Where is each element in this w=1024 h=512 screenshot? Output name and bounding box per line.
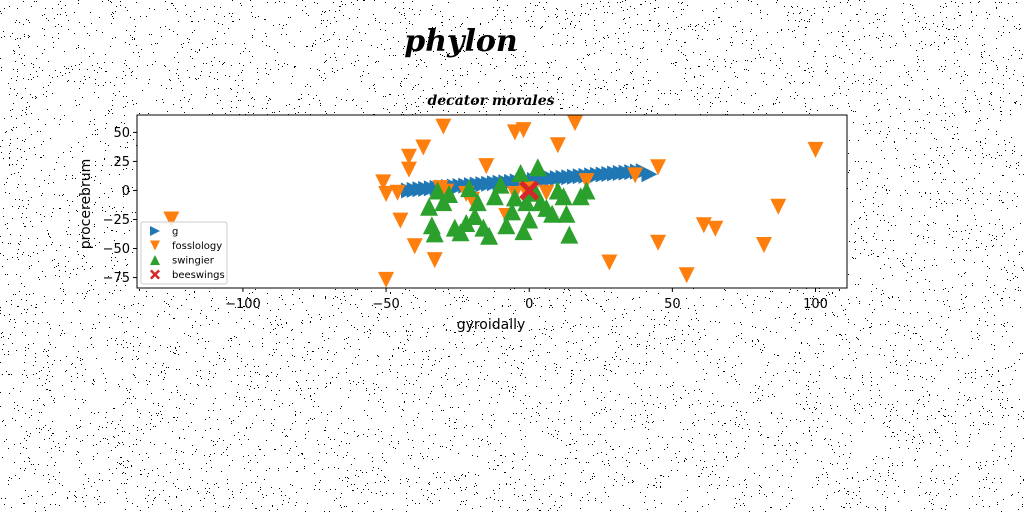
point-swingier (517, 193, 536, 212)
point-fosslology (426, 252, 443, 269)
x-tick-label: 50 (664, 297, 681, 312)
y-tick-label: 50 (113, 126, 130, 141)
point-fosslology (601, 254, 618, 271)
legend-marker-swingier (150, 255, 160, 265)
point-fosslology (627, 167, 644, 184)
point-swingier (497, 216, 516, 235)
point-swingier (420, 197, 439, 216)
point-swingier (560, 225, 579, 244)
y-tick-label: −25 (103, 213, 130, 228)
point-fosslology (435, 118, 452, 135)
point-g (641, 166, 658, 183)
point-fosslology (707, 220, 724, 237)
legend-label-swingier: swingier (172, 256, 215, 267)
series-beeswings (519, 180, 540, 201)
x-tick-label: −50 (372, 297, 399, 312)
point-swingier (451, 223, 470, 242)
page-title: phylon (404, 24, 518, 59)
point-fosslology (770, 198, 787, 215)
legend-marker-beeswings (150, 269, 160, 280)
point-fosslology (515, 122, 532, 139)
point-swingier (514, 222, 533, 241)
point-fosslology (578, 173, 595, 190)
point-swingier (485, 187, 504, 206)
point-fosslology (807, 141, 824, 158)
y-tick-label: 25 (113, 155, 130, 170)
point-swingier (554, 187, 573, 206)
point-fosslology (375, 174, 392, 191)
point-fosslology (400, 161, 417, 178)
point-swingier (543, 204, 562, 223)
point-fosslology (549, 137, 566, 154)
data-marks (163, 115, 824, 288)
x-tick-label: −100 (225, 297, 261, 312)
chart-title: decator morales (427, 93, 554, 109)
series-fosslology (163, 115, 824, 288)
point-fosslology (378, 185, 395, 202)
legend-label-beeswings: beeswings (172, 270, 225, 281)
point-swingier (503, 202, 522, 221)
point-fosslology (755, 237, 772, 254)
point-swingier (457, 213, 476, 232)
point-swingier (528, 158, 547, 177)
point-fosslology (567, 115, 584, 132)
legend-marker-g (150, 226, 160, 236)
point-fosslology (406, 238, 423, 255)
x-tick-label: 100 (803, 297, 828, 312)
point-swingier (557, 204, 576, 223)
point-swingier (511, 164, 530, 183)
point-fosslology (678, 267, 695, 284)
point-swingier (520, 210, 539, 229)
legend: g fosslology swingier beeswings (140, 221, 228, 285)
point-fosslology (163, 211, 180, 228)
point-swingier (577, 181, 596, 200)
y-tick-label: −50 (103, 242, 130, 257)
x-axis-label: gyroidally (457, 317, 526, 333)
y-axis-ticks: 50 25 0 −25 −50 −75 (103, 126, 137, 286)
point-fosslology (650, 234, 667, 251)
legend-marker-fosslology (150, 240, 160, 251)
point-swingier (440, 184, 459, 203)
point-swingier (468, 193, 487, 212)
plot-frame (136, 114, 848, 289)
point-fosslology (650, 159, 667, 176)
point-swingier (460, 179, 479, 198)
point-swingier (505, 188, 524, 207)
point-swingier (491, 175, 510, 194)
legend-label-g: g (172, 227, 178, 238)
y-axis-label: procerebrum (78, 159, 94, 249)
point-swingier (480, 226, 499, 245)
y-tick-label: −75 (103, 271, 130, 286)
point-fosslology (389, 184, 406, 201)
x-axis-ticks: −100 −50 0 50 100 (225, 288, 828, 312)
point-beeswings (519, 180, 540, 201)
legend-box (140, 221, 228, 285)
point-fosslology (478, 158, 495, 175)
point-fosslology (400, 148, 417, 165)
point-swingier (425, 224, 444, 243)
point-fosslology (538, 184, 555, 201)
x-tick-label: 0 (525, 297, 533, 312)
point-fosslology (415, 139, 432, 156)
point-swingier (428, 181, 447, 200)
point-swingier (465, 207, 484, 226)
y-tick-label: 0 (122, 184, 130, 199)
point-fosslology (378, 271, 395, 288)
point-fosslology (392, 212, 409, 229)
legend-label-fosslology: fosslology (172, 241, 222, 252)
